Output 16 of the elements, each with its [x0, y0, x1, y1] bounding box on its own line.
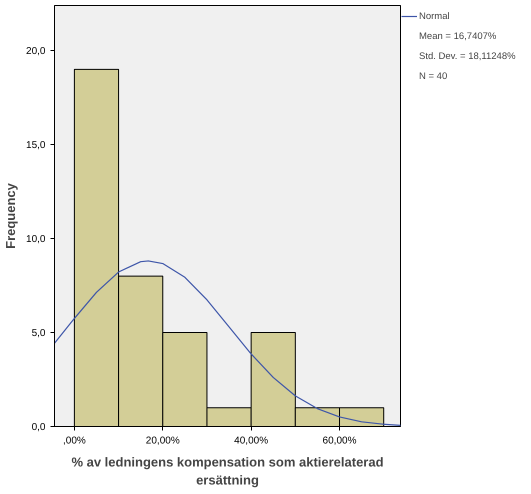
text: Mean = 16,7407%	[419, 30, 496, 42]
text: Std. Dev. = 18,11248%	[419, 50, 516, 62]
legend-label: Normal	[419, 10, 450, 22]
y-tick-label: 5,0	[32, 328, 46, 340]
x-tick-label: ,00%	[62, 436, 86, 446]
x-tick-label: 60,00%	[322, 436, 357, 446]
text: N = 40	[419, 70, 448, 82]
x-tick-label: 20,00%	[146, 436, 180, 446]
line-series	[54, 260, 400, 426]
y-tick-label: 10,0	[26, 234, 46, 246]
y-tick-label: 15,0	[26, 140, 46, 152]
y-tick-label: 20,0	[26, 46, 46, 58]
y-axis-title: Frequency	[3, 182, 18, 249]
x-axis-title: % av ledningens kompensation som aktierelaterad ersättning	[71, 454, 384, 488]
x-tick-label: 40,00%	[234, 436, 268, 446]
y-tick-label: 0,0	[32, 422, 46, 433]
